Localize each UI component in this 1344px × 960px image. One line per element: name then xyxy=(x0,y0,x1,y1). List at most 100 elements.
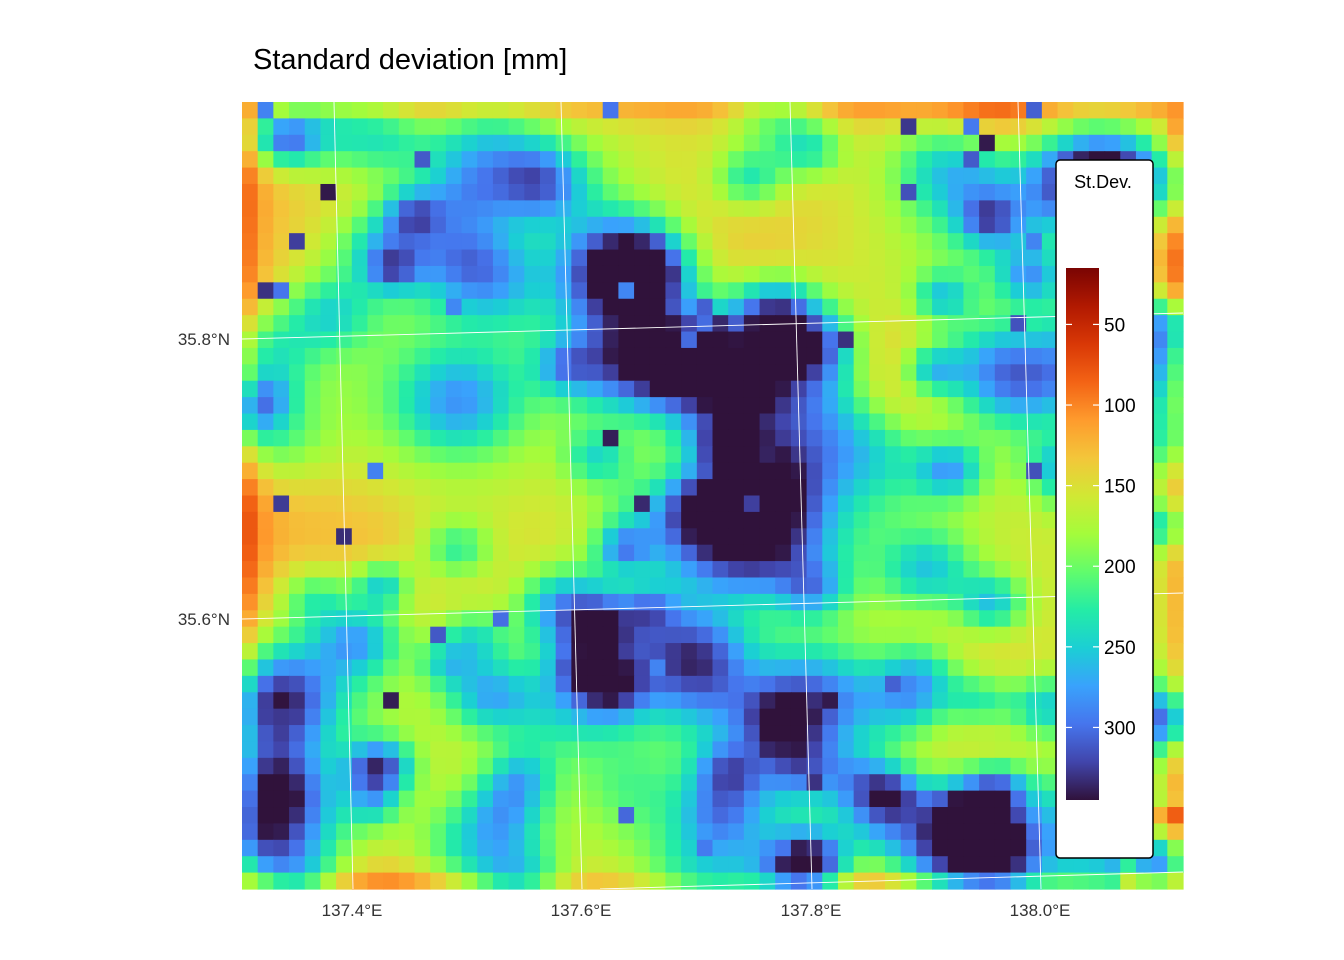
heatmap-cell xyxy=(728,134,745,152)
heatmap-cell xyxy=(555,446,572,464)
heatmap-cell xyxy=(477,872,494,890)
heatmap-cell xyxy=(963,118,980,136)
heatmap-cell xyxy=(289,790,306,808)
heatmap-cell xyxy=(869,331,886,349)
heatmap-cell xyxy=(790,495,808,513)
heatmap-cell xyxy=(932,167,949,185)
heatmap-cell xyxy=(696,675,714,693)
heatmap-cell xyxy=(696,659,714,677)
heatmap-cell xyxy=(477,462,494,480)
heatmap-cell xyxy=(712,167,729,185)
heatmap-cell xyxy=(336,167,353,185)
heatmap-cell xyxy=(587,708,604,726)
heatmap-cell xyxy=(743,790,761,808)
heatmap-cell xyxy=(492,183,510,201)
heatmap-cell xyxy=(649,741,667,759)
heatmap-cell xyxy=(492,823,510,841)
heatmap-cell xyxy=(822,118,839,136)
heatmap-cell xyxy=(759,757,776,775)
heatmap-cell xyxy=(759,872,776,890)
heatmap-cell xyxy=(932,643,949,661)
heatmap-cell xyxy=(492,692,510,710)
heatmap-cell xyxy=(932,790,949,808)
heatmap-cell xyxy=(304,839,322,857)
heatmap-cell xyxy=(1010,413,1027,431)
heatmap-cell xyxy=(477,544,494,562)
heatmap-cell xyxy=(602,495,619,513)
heatmap-cell xyxy=(837,544,855,562)
heatmap-cell xyxy=(916,544,933,562)
heatmap-cell xyxy=(994,364,1012,382)
heatmap-cell xyxy=(822,298,839,316)
heatmap-cell xyxy=(885,872,902,890)
heatmap-cell xyxy=(571,577,588,595)
heatmap-cell xyxy=(304,347,322,365)
heatmap-cell xyxy=(1041,593,1059,611)
heatmap-cell xyxy=(602,708,619,726)
heatmap-cell xyxy=(634,511,651,529)
heatmap-cell xyxy=(681,692,698,710)
heatmap-cell xyxy=(242,774,259,792)
heatmap-cell xyxy=(398,331,416,349)
heatmap-cell xyxy=(492,610,510,628)
heatmap-cell xyxy=(383,118,400,136)
heatmap-cell xyxy=(947,397,965,415)
heatmap-cell xyxy=(492,757,510,775)
heatmap-cell xyxy=(869,823,886,841)
heatmap-cell xyxy=(430,561,447,579)
heatmap-cell xyxy=(539,282,557,300)
heatmap-cell xyxy=(571,183,588,201)
heatmap-cell xyxy=(492,397,510,415)
heatmap-cell xyxy=(336,183,353,201)
heatmap-cell xyxy=(398,183,416,201)
heatmap-cell xyxy=(947,511,965,529)
heatmap-cell xyxy=(289,593,306,611)
heatmap-cell xyxy=(1026,347,1043,365)
heatmap-cell xyxy=(885,118,902,136)
heatmap-cell xyxy=(367,561,384,579)
heatmap-cell xyxy=(289,741,306,759)
heatmap-cell xyxy=(351,725,369,743)
heatmap-cell xyxy=(963,856,980,874)
heatmap-cell xyxy=(273,511,290,529)
heatmap-cell xyxy=(712,675,729,693)
heatmap-cell xyxy=(696,167,714,185)
heatmap-cell xyxy=(790,216,808,234)
heatmap-cell xyxy=(963,675,980,693)
heatmap-cell xyxy=(383,643,400,661)
heatmap-cell xyxy=(681,807,698,825)
heatmap-cell xyxy=(273,282,290,300)
heatmap-cell xyxy=(351,380,369,398)
heatmap-cell xyxy=(932,462,949,480)
heatmap-cell xyxy=(900,134,917,152)
heatmap-cell xyxy=(461,528,478,546)
heatmap-cell xyxy=(430,249,447,267)
heatmap-cell xyxy=(869,708,886,726)
heatmap-cell xyxy=(1026,692,1043,710)
heatmap-cell xyxy=(822,725,839,743)
heatmap-cell xyxy=(979,561,996,579)
heatmap-cell xyxy=(602,659,619,677)
heatmap-cell xyxy=(837,774,855,792)
heatmap-cell xyxy=(900,593,917,611)
heatmap-cell xyxy=(696,872,714,890)
heatmap-cell xyxy=(853,561,870,579)
heatmap-cell xyxy=(414,102,431,119)
heatmap-cell xyxy=(743,265,761,283)
heatmap-cell xyxy=(994,397,1012,415)
heatmap-cell xyxy=(649,528,667,546)
heatmap-cell xyxy=(587,331,604,349)
heatmap-cell xyxy=(430,118,447,136)
heatmap-cell xyxy=(383,134,400,152)
heatmap-cell xyxy=(1120,102,1137,119)
heatmap-cell xyxy=(445,446,463,464)
heatmap-cell xyxy=(304,380,322,398)
heatmap-cell xyxy=(869,102,886,119)
heatmap-cell xyxy=(555,134,572,152)
heatmap-cell xyxy=(916,429,933,447)
heatmap-cell xyxy=(618,708,635,726)
heatmap-cell xyxy=(524,298,541,316)
heatmap-cell xyxy=(1151,151,1168,169)
heatmap-cell xyxy=(492,577,510,595)
heatmap-cell xyxy=(885,413,902,431)
